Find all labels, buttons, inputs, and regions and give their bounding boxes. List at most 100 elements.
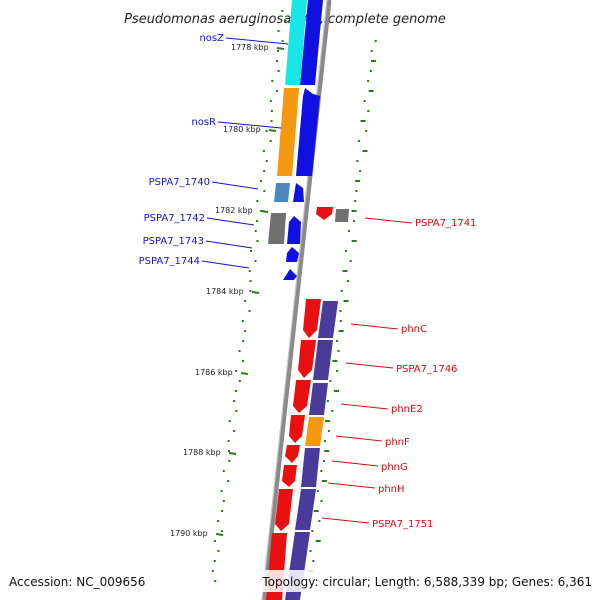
- gc-dot: [281, 40, 284, 42]
- gene-phnE2-reverse[interactable]: [293, 380, 311, 413]
- gc-dot: [369, 70, 372, 72]
- forward-strand-track: [283, 0, 323, 280]
- gc-dot: [315, 540, 321, 542]
- gene-PSPA7_1742-forward[interactable]: [287, 216, 301, 244]
- gene-nosR-cog[interactable]: [277, 88, 299, 176]
- label-phnG[interactable]: phnG: [381, 462, 408, 473]
- gene-phnG2-reverse[interactable]: [282, 465, 297, 487]
- gc-dot: [249, 280, 252, 282]
- gc-dot: [235, 410, 238, 412]
- gc-dot: [339, 320, 342, 322]
- gene-PSPA7_1742-cog[interactable]: [268, 213, 286, 244]
- gene-phnE2-cog[interactable]: [309, 383, 328, 415]
- gc-dot: [270, 120, 273, 122]
- gene-phnF-cog[interactable]: [305, 417, 324, 446]
- gc-dot: [354, 200, 357, 202]
- gc-dot: [353, 220, 356, 222]
- gene-phnG-cog[interactable]: [301, 448, 320, 487]
- gc-dot: [234, 390, 237, 392]
- gc-dot: [348, 230, 350, 232]
- label-phnH[interactable]: phnH: [378, 484, 405, 495]
- gc-dot: [242, 340, 245, 342]
- label-phnC[interactable]: phnC: [401, 324, 427, 335]
- gc-dot: [351, 210, 357, 212]
- label-PSPA7_1741[interactable]: PSPA7_1741: [415, 218, 476, 229]
- label-phnF[interactable]: phnF: [385, 437, 410, 448]
- gene-phnF-reverse[interactable]: [289, 415, 305, 443]
- gc-dot: [313, 510, 319, 512]
- gc-dot: [323, 460, 325, 462]
- gc-dot: [351, 240, 357, 242]
- gc-dot: [355, 190, 358, 192]
- gene-PSPA7_1740-cog[interactable]: [274, 183, 290, 202]
- gc-dot: [326, 400, 329, 402]
- gc-dot: [248, 310, 251, 312]
- label-PSPA7_1751[interactable]: PSPA7_1751: [372, 519, 433, 530]
- gene-PSPA7_1741-reverse[interactable]: [316, 207, 333, 220]
- gc-dot: [221, 510, 224, 512]
- gc-dot: [275, 90, 278, 92]
- label-PSPA7_1743[interactable]: PSPA7_1743: [143, 236, 204, 247]
- gc-dot: [329, 380, 332, 382]
- gc-dot: [228, 460, 231, 462]
- gene-nosR-forward[interactable]: [296, 88, 320, 176]
- gene-PSPA7_1741-cog[interactable]: [335, 209, 349, 222]
- gc-dot: [220, 490, 223, 492]
- gene-PSPA7_1746-reverse[interactable]: [298, 340, 316, 378]
- gene-phnH-reverse[interactable]: [275, 489, 293, 531]
- gc-dot: [249, 290, 252, 292]
- gc-dot: [228, 450, 230, 452]
- gene-nosZ-cog[interactable]: [285, 0, 307, 85]
- gene-phnH-cog[interactable]: [295, 489, 316, 530]
- gc-dot: [318, 520, 321, 522]
- right-gene-labels: PSPA7_1741 phnC PSPA7_1746 phnE2 phnF ph…: [321, 217, 476, 530]
- tick-label-1784: 1784 kbp: [206, 287, 244, 296]
- label-PSPA7_1744[interactable]: PSPA7_1744: [139, 256, 200, 267]
- label-PSPA7_1740[interactable]: PSPA7_1740: [149, 177, 210, 188]
- gene-phnC-reverse[interactable]: [303, 299, 321, 338]
- gc-dot: [250, 250, 252, 252]
- gc-dot: [270, 110, 273, 112]
- gc-dot: [324, 450, 330, 452]
- gc-dot: [344, 250, 347, 252]
- gene-PSPA7_1746-cog[interactable]: [313, 340, 333, 380]
- gc-dot: [233, 430, 236, 432]
- gc-dot: [338, 330, 344, 332]
- gc-dot: [309, 550, 312, 552]
- gene-PSPA7_1743-forward[interactable]: [286, 247, 299, 262]
- gc-dot: [360, 120, 366, 122]
- gc-dot: [321, 480, 327, 482]
- gc-dot: [265, 160, 268, 162]
- gc-dot: [220, 530, 223, 532]
- gc-dot: [323, 440, 326, 442]
- gene-nosZ-forward[interactable]: [300, 0, 323, 85]
- topology-label: Topology: circular; Length: 6,588,339 bp…: [261, 575, 592, 589]
- gc-dot: [358, 140, 361, 142]
- tick-label-1782: 1782 kbp: [215, 206, 253, 215]
- gc-dot: [312, 560, 315, 562]
- gc-dot: [316, 490, 319, 492]
- gene-PSPA7_1740-forward[interactable]: [293, 183, 304, 202]
- gc-dot: [343, 300, 349, 302]
- gc-dot: [214, 580, 217, 582]
- gc-dot: [265, 130, 268, 132]
- gene-phnC-cog[interactable]: [318, 301, 338, 338]
- gc-dot: [374, 40, 377, 42]
- map-title: Pseudomonas aeruginosa PA7, complete gen…: [124, 12, 446, 27]
- label-nosR[interactable]: nosR: [191, 117, 216, 128]
- gc-dot: [244, 330, 247, 332]
- gc-dot: [228, 420, 231, 422]
- label-phnE2[interactable]: phnE2: [391, 404, 423, 415]
- label-PSPA7_1746[interactable]: PSPA7_1746: [396, 364, 457, 375]
- gc-dot: [320, 470, 323, 472]
- gc-dot: [349, 260, 352, 262]
- gene-PSPA7_1744-forward[interactable]: [283, 269, 297, 280]
- label-PSPA7_1742[interactable]: PSPA7_1742: [144, 213, 205, 224]
- gc-dot: [241, 320, 244, 322]
- label-nosZ[interactable]: nosZ: [199, 33, 224, 44]
- gc-dot: [271, 80, 274, 82]
- gene-phnG-reverse[interactable]: [285, 445, 300, 463]
- tick-label-1790: 1790 kbp: [170, 529, 208, 538]
- gc-dot: [367, 80, 370, 82]
